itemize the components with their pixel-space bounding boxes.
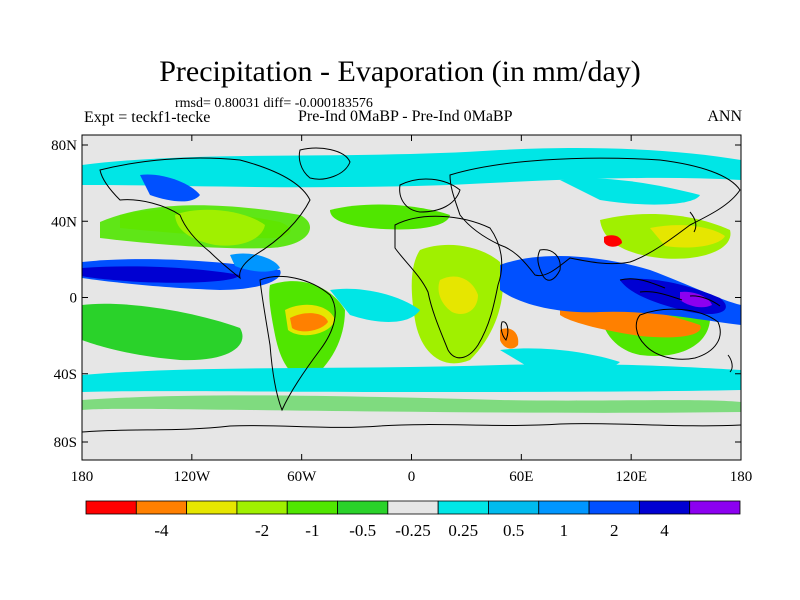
coastline-antarctica [81,423,742,433]
lat-tick-label: 0 [70,291,78,307]
coastline-europe [399,178,461,213]
colorbar-label: -0.25 [395,521,430,540]
coastline-north-america [99,157,311,280]
lon-tick-label: 180 [71,469,94,485]
latitude-ticks: 80N 40N 0 40S 80S [51,138,741,451]
colorbar-label: 2 [610,521,619,540]
plot-title: Precipitation - Evaporation (in mm/day) [159,55,641,88]
precip-field [82,148,741,413]
coastline-africa [394,215,503,359]
contour-cyan-southern-band [82,364,741,392]
colorbar-label: -0.5 [349,521,376,540]
lon-tick-label: 120E [615,469,647,485]
lon-tick-label: 60E [509,469,533,485]
lat-tick-label: 80N [51,138,77,154]
experiment-label: Expt = teckf1-tecke [84,109,211,126]
lat-tick-label: 40S [54,367,77,383]
colorbar-box [236,500,288,515]
colorbar-label: -2 [255,521,269,540]
contour-cyan-atlantic-south [330,288,420,322]
coastline-japan [689,211,697,233]
coastline-australia [635,308,721,360]
lat-tick-label: 40N [51,214,77,230]
lon-tick-label: 60W [287,469,317,485]
contour-yellow-asia [650,225,725,248]
longitude-ticks: 180 120W 60W 0 60E 120E 180 [71,135,753,485]
colorbar-box [638,500,691,515]
contour-yellow-africa [438,276,478,315]
coastline-south-america [259,276,336,412]
colorbar-box [689,500,741,515]
contour-purple-maritime [680,291,712,308]
colorbar-box [337,500,389,515]
stats-label: rmsd= 0.80031 diff= -0.000183576 [175,96,373,111]
coastline-greenland [298,147,351,180]
contour-cyan-northern-band [82,148,741,188]
contour-orange-africa [500,328,519,349]
case-label: Pre-Ind 0MaBP - Pre-Ind 0MaBP [298,108,513,125]
colorbar-label: -1 [305,521,319,540]
contour-cyan-pacific-north [560,178,700,205]
contour-green-pacific-south [82,303,243,361]
coastline-new-zealand [727,354,733,373]
map-panel [81,134,742,461]
colorbar: -4 -2 -1 -0.5 -0.25 0.25 0.5 1 2 4 [85,500,741,540]
coastline-eurasia [449,157,741,277]
contour-red-asia [604,235,622,247]
lat-tick-label: 80S [54,435,77,451]
colorbar-box [186,500,238,515]
colorbar-box [538,500,590,515]
colorbar-box [588,500,640,515]
colorbar-label: 0.25 [448,521,478,540]
lon-tick-label: 180 [730,469,753,485]
contour-green-north-america [175,209,265,246]
colorbar-label: 1 [560,521,569,540]
colorbar-box [387,500,439,515]
lon-tick-label: 120W [173,469,211,485]
lon-tick-label: 0 [408,469,416,485]
contour-green-atlantic-north [330,204,450,230]
coastline-madagascar [500,321,509,341]
colorbar-box [85,500,137,515]
contour-green-southern-ocean [82,395,741,413]
contour-darkblue-itcz-core [82,266,240,283]
coastline-india [537,249,561,281]
colorbar-label: 0.5 [503,521,524,540]
contour-orange-south-america [290,313,328,332]
contour-blue-atlantic-north [140,174,200,202]
colorbar-box [286,500,338,515]
coastline-indonesia [619,278,721,307]
colorbar-label: 4 [660,521,669,540]
colorbar-label: -4 [154,521,169,540]
colorbar-box [135,500,188,515]
coastlines [81,147,742,433]
colorbar-box [437,500,489,515]
contour-cyan-indian-south [500,348,620,371]
season-label: ANN [707,108,742,125]
colorbar-box [488,500,540,515]
